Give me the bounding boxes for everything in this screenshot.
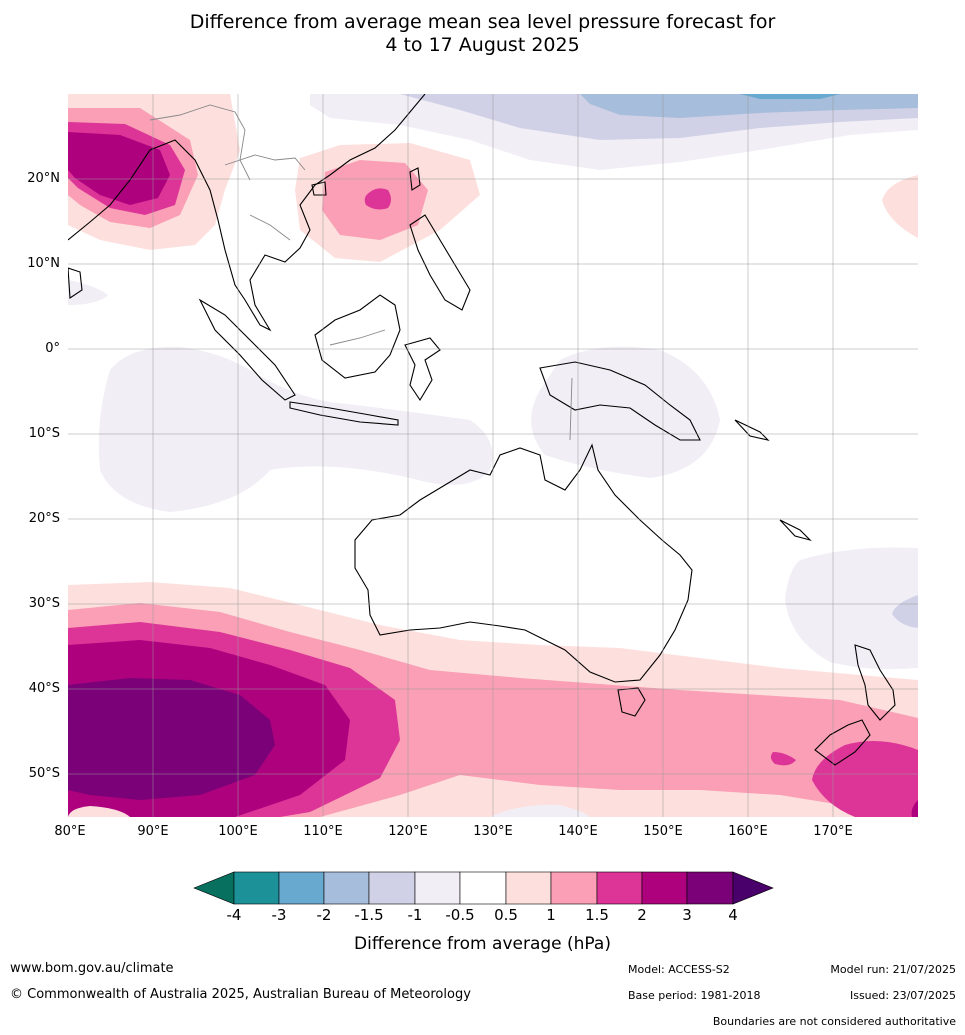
issued-text: Issued: 23/07/2025: [849, 989, 956, 1002]
anomaly-region-new-zealand: [911, 800, 918, 817]
lon-label-90e: 90°E: [137, 824, 169, 839]
lat-label-50s: 50°S: [28, 766, 60, 781]
lon-label-140e: 140°E: [558, 824, 598, 839]
country-boundaries: [149, 104, 573, 441]
coastline-australia: [354, 443, 693, 683]
coastline-taiwan: [409, 167, 421, 191]
coastline-new-zealand-south: [814, 719, 871, 766]
colorbar-label: Difference from average (hPa): [354, 934, 611, 954]
colorbar-segment: [550, 871, 598, 905]
colorbar-segment: [323, 871, 370, 905]
lon-label-160e: 160°E: [728, 824, 768, 839]
coastline-sumatra: [198, 298, 296, 401]
lat-label-0: 0°: [45, 341, 60, 356]
colorbar-extension-high: [732, 871, 774, 905]
disclaimer-text: Boundaries are not considered authoritat…: [712, 1015, 956, 1028]
anomaly-region-tasman-north: [785, 547, 918, 670]
colorbar-tick: 4: [728, 906, 738, 924]
coastline-new-caledonia: [779, 519, 812, 542]
lon-label-100e: 100°E: [218, 824, 258, 839]
coastline-philippines: [409, 214, 471, 311]
colorbar-segment: [596, 871, 643, 905]
colorbar-tick: -4: [226, 906, 242, 924]
lon-label-110e: 110°E: [303, 824, 343, 839]
chart-title-line1: Difference from average mean sea level p…: [189, 11, 776, 33]
anomaly-region-tasman-spot: [770, 752, 796, 766]
copyright-text: © Commonwealth of Australia 2025, Austra…: [10, 987, 471, 1002]
anomaly-region-south-edge: [490, 804, 590, 817]
colorbar-tick: 1.5: [585, 906, 609, 924]
coastline-tasmania: [617, 687, 646, 717]
coastline-sulawesi: [404, 337, 441, 402]
colorbar-tick: 0.5: [494, 906, 518, 924]
coastline-borneo: [314, 294, 401, 379]
coastline-hainan: [311, 181, 327, 196]
colorbar-segment: [459, 871, 507, 905]
colorbar-tick: 1: [546, 906, 556, 924]
anomaly-region-north-pacific: [580, 94, 918, 118]
lon-label-80e: 80°E: [54, 824, 86, 839]
model-text: Model: ACCESS-S2: [628, 963, 730, 976]
colorbar-tick: -0.5: [445, 906, 475, 924]
coastline-asia-mainland: [68, 94, 426, 332]
model-run-text: Model run: 21/07/2025: [830, 963, 956, 976]
lat-label-10s: 10°S: [28, 426, 60, 441]
colorbar-tick: -3: [271, 906, 287, 924]
anomaly-region-north-pacific: [740, 94, 840, 99]
anomaly-region-south-edge: [68, 806, 130, 817]
colorbar-segment: [505, 871, 552, 905]
coastline-java: [289, 401, 399, 426]
colorbar-tick: -1: [407, 906, 423, 924]
lat-label-10n: 10°N: [27, 256, 60, 271]
lon-label-130e: 130°E: [473, 824, 513, 839]
colorbar-segment: [641, 871, 688, 905]
colorbar-segment: [278, 871, 325, 905]
colorbar-segment: [414, 871, 461, 905]
coastlines: [68, 94, 896, 766]
anomaly-region-equatorial-indian: [98, 346, 493, 512]
anomaly-region-new-zealand: [812, 741, 918, 817]
coastline-new-guinea: [539, 361, 701, 441]
coastline-solomon-islands: [734, 419, 770, 441]
anomaly-region-southern-ocean: [68, 678, 275, 800]
lat-label-40s: 40°S: [28, 681, 60, 696]
lon-label-150e: 150°E: [643, 824, 683, 839]
colorbar-tick: -2: [316, 906, 332, 924]
website-link[interactable]: www.bom.gov.au/climate: [10, 961, 174, 976]
anomaly-region-west-india: [68, 280, 108, 305]
lat-label-20n: 20°N: [27, 171, 60, 186]
colorbar-segment: [686, 871, 734, 905]
lon-label-170e: 170°E: [813, 824, 853, 839]
colorbar-extension-low: [193, 871, 235, 905]
colorbar: [193, 871, 774, 905]
chart-title-line2: 4 to 17 August 2025: [385, 34, 580, 56]
anomaly-region-tasman-north: [892, 595, 918, 628]
lat-label-20s: 20°S: [28, 511, 60, 526]
colorbar-tick: 3: [682, 906, 692, 924]
anomaly-region-equatorial-pacific: [531, 346, 720, 478]
base-period-text: Base period: 1981-2018: [628, 989, 761, 1002]
anomaly-region-bengal: [68, 132, 170, 205]
colorbar-segment: [368, 871, 416, 905]
graticule: [68, 94, 918, 817]
lon-label-120e: 120°E: [388, 824, 428, 839]
colorbar-tick: 2: [637, 906, 647, 924]
coastline-sri-lanka: [68, 267, 83, 299]
colorbar-segment: [233, 871, 280, 905]
anomaly-region-south-china-sea: [364, 188, 391, 210]
lat-label-30s: 30°S: [28, 596, 60, 611]
colorbar-tick: -1.5: [354, 906, 384, 924]
anomaly-region-east-north-pacific: [882, 175, 918, 238]
coastline-new-zealand-north: [854, 644, 896, 721]
